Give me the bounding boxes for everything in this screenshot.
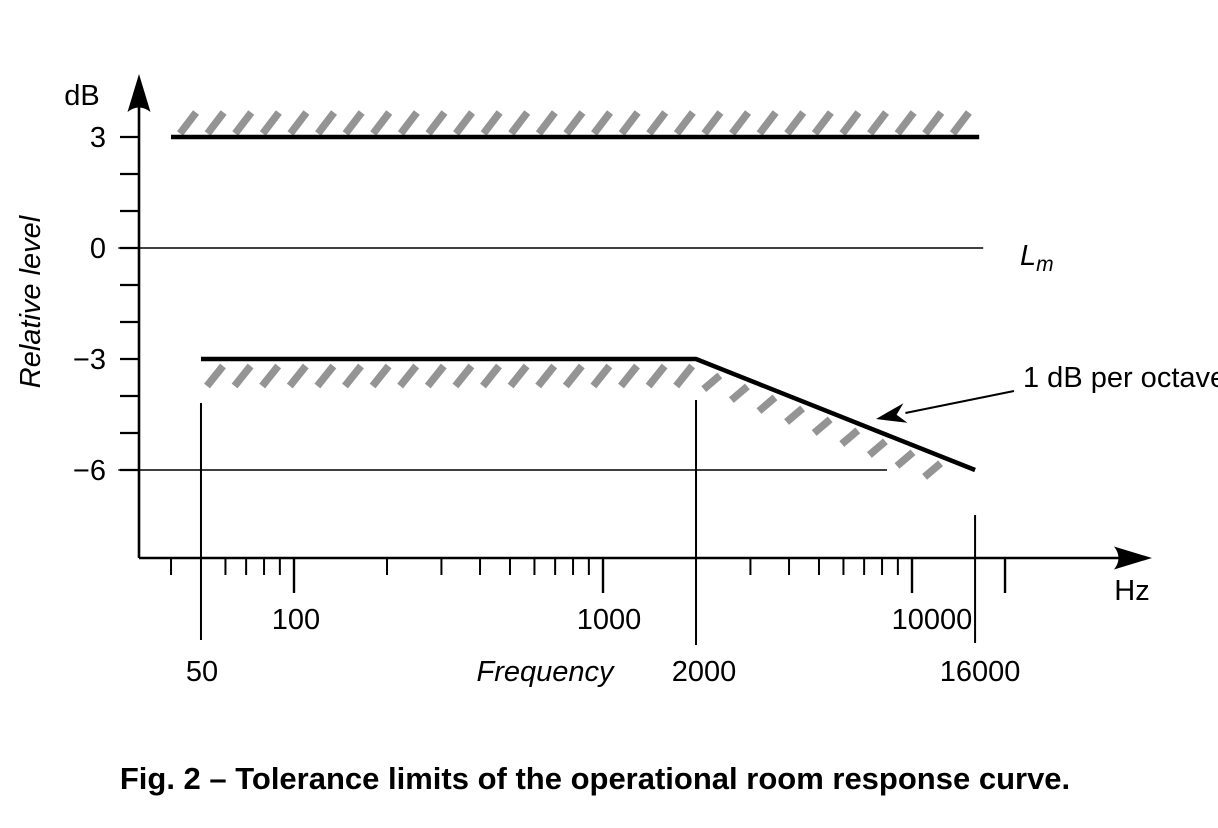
marked-frequency-lines: 50 2000 16000 [186,400,1021,688]
y-axis-labels: 3 0 −3 −6 [73,122,106,487]
reference-level-label: Lm [1020,240,1054,276]
annotation-arrow-icon [876,403,908,423]
x-axis-ticks: 100 1000 10000 [170,558,1007,636]
marked-frequency-label: 2000 [672,656,737,688]
y-tick-label: 0 [90,233,106,265]
series-upper-tolerance-limit [171,110,980,140]
x-tick-label: 100 [272,604,320,636]
y-axis-ticks [120,135,139,472]
axis-titles: dB Hz Frequency Relative level [15,80,1150,688]
slope-annotation-text: 1 dB per octave [1023,362,1218,394]
x-tick-label: 1000 [577,604,642,636]
x-axis-unit: Hz [1114,575,1149,607]
y-axis-unit: dB [64,80,99,112]
y-axis-title: Relative level [15,214,47,388]
slope-annotation: 1 dB per octave [876,362,1218,423]
y-tick-label: 3 [90,122,106,154]
axes [127,74,1152,570]
marked-frequency-label: 16000 [940,656,1021,688]
y-tick-label: −6 [73,455,106,487]
y-tick-label: −3 [73,344,106,376]
series-lower-tolerance-limit [200,356,976,480]
marked-frequency-label: 50 [186,656,218,688]
y-axis-arrow-icon [127,74,151,112]
x-axis-title: Frequency [476,656,615,688]
x-axis-arrow-icon [1114,546,1152,570]
x-tick-label: 10000 [892,604,973,636]
reference-label-text: Lm [1020,240,1054,276]
figure-caption: Fig. 2 – Tolerance limits of the operati… [119,761,1071,796]
